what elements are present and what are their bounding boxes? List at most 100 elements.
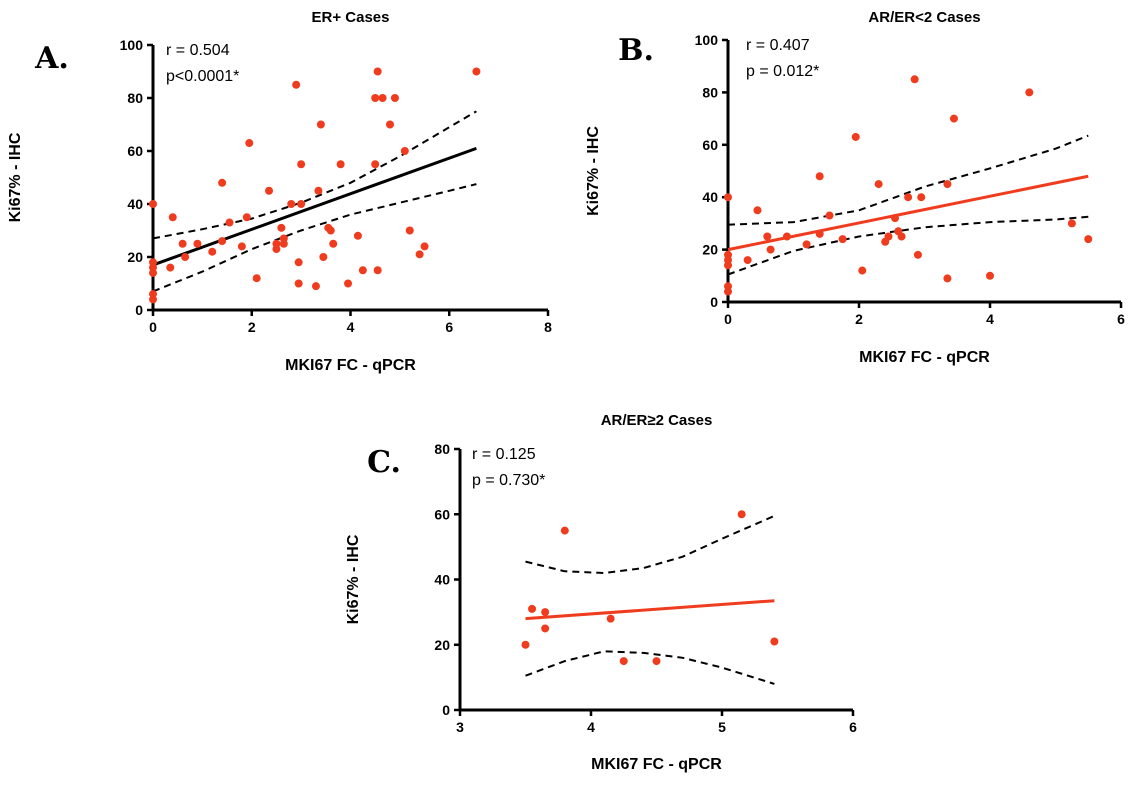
panel-letter: B. (618, 33, 654, 68)
x-tick-label: 8 (544, 319, 552, 335)
data-point (1067, 219, 1076, 228)
y-tick-label: 20 (702, 242, 718, 258)
chart-title: AR/ER≥2 Cases (601, 412, 713, 429)
y-tick-label: 40 (127, 196, 143, 212)
panel-c: C. AR/ER≥2 Cases 3 4 5 6 0 20 40 60 80 MKI67 FC - q… (300, 395, 880, 780)
x-tick-label: 6 (1117, 311, 1125, 327)
data-point (225, 218, 234, 227)
data-point (314, 186, 323, 195)
data-point (724, 193, 732, 202)
regression-line (152, 146, 477, 267)
data-point (181, 253, 190, 261)
stat-text: r = 0.504 (166, 42, 230, 59)
y-tick-label: 100 (695, 32, 719, 48)
data-point (770, 637, 779, 646)
y-tick-label: 40 (434, 572, 450, 588)
data-point (420, 242, 429, 251)
data-point (724, 287, 732, 296)
ci-upper-band (152, 110, 477, 240)
x-tick-label: 6 (849, 719, 857, 735)
ci-lower-band (152, 183, 477, 293)
y-axis-title: Ki67% - IHC (345, 534, 362, 624)
x-axis-title: MKI67 FC - qPCR (591, 756, 722, 773)
data-point (245, 139, 254, 148)
data-point (329, 239, 338, 248)
data-point (149, 200, 157, 208)
data-point (297, 160, 306, 169)
data-point (371, 160, 380, 169)
y-axis-title: Ki67% - IHC (7, 132, 24, 222)
stat-text: r = 0.407 (746, 37, 810, 54)
data-point (218, 178, 227, 187)
data-point (652, 657, 661, 666)
data-point (541, 624, 550, 633)
data-point (237, 242, 246, 251)
data-point (149, 295, 157, 304)
regression-line (525, 599, 775, 621)
data-point (242, 213, 251, 222)
x-tick-label: 6 (445, 319, 453, 335)
data-point (743, 256, 752, 265)
y-tick-label: 80 (127, 90, 143, 106)
data-point (737, 510, 746, 519)
y-tick-label: 80 (434, 441, 450, 457)
data-point (415, 250, 424, 259)
x-tick-label: 3 (456, 719, 464, 735)
y-tick-label: 60 (434, 506, 450, 522)
x-tick-label: 0 (724, 311, 732, 327)
data-point (913, 250, 922, 259)
data-point (316, 120, 325, 129)
data-point (753, 206, 762, 215)
data-point (358, 266, 367, 275)
data-point (891, 214, 900, 223)
data-point (218, 237, 227, 246)
data-point (252, 274, 261, 283)
data-point (766, 245, 775, 254)
data-point (910, 75, 919, 84)
data-point (297, 200, 306, 208)
y-tick-label: 0 (710, 294, 718, 310)
data-point (265, 186, 274, 195)
data-point (802, 240, 811, 249)
y-tick-label: 20 (127, 249, 143, 265)
data-point (344, 279, 353, 288)
x-tick-label: 0 (149, 319, 157, 335)
data-point (521, 640, 530, 649)
panel-letter: A. (34, 41, 69, 76)
data-point (149, 268, 157, 277)
y-tick-label: 60 (702, 137, 718, 153)
data-point (1084, 235, 1093, 244)
panel-b: B. AR/ER<2 Cases 0 2 4 6 0 20 40 60 80 100 MKI67 FC … (570, 0, 1131, 390)
data-point (851, 132, 860, 141)
data-point (378, 94, 387, 102)
y-tick-label: 80 (702, 84, 718, 100)
x-axis-title: MKI67 FC - qPCR (285, 357, 416, 374)
data-point (400, 147, 409, 155)
data-point (815, 172, 824, 181)
data-point (373, 266, 382, 275)
data-point (884, 232, 893, 241)
x-axis-title: MKI67 FC - qPCR (859, 349, 990, 366)
data-point (277, 223, 286, 232)
data-point (168, 213, 177, 222)
data-point (166, 263, 175, 272)
x-tick-label: 2 (248, 319, 256, 335)
data-point (353, 231, 362, 240)
x-tick-label: 4 (347, 319, 355, 335)
stat-text: p = 0.730* (472, 472, 545, 489)
data-point (319, 253, 328, 261)
panel-a: A. ER+ Cases 0 2 4 6 8 0 20 40 60 80 100 MKI67 FC - q… (0, 0, 570, 390)
data-point (838, 235, 847, 244)
data-point (472, 67, 481, 76)
stat-text: p = 0.012* (746, 63, 819, 80)
data-point (825, 211, 834, 220)
ci-lower-band (525, 650, 775, 685)
y-tick-label: 0 (442, 702, 450, 718)
data-point (724, 261, 732, 270)
chart-title: AR/ER<2 Cases (868, 9, 980, 26)
ci-upper-band (525, 514, 775, 575)
chart-title: ER+ Cases (312, 9, 390, 26)
